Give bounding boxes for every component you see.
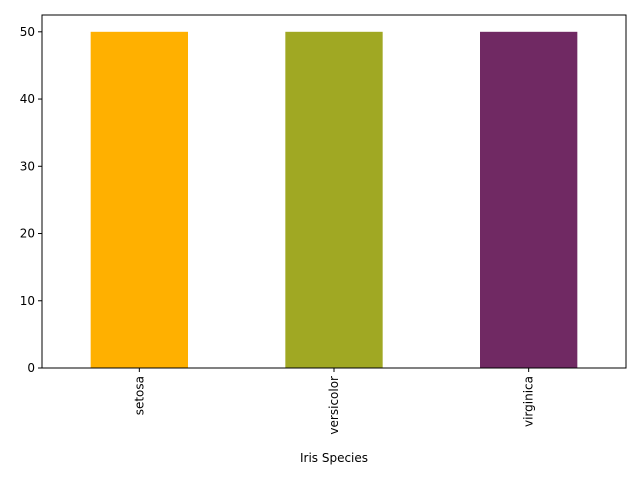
y-tick-label-10: 10 <box>20 294 35 308</box>
bar-versicolor <box>285 31 383 369</box>
bar-setosa <box>90 31 188 369</box>
y-tick-label-40: 40 <box>20 92 35 106</box>
y-tick-label-0: 0 <box>27 361 35 375</box>
y-tick-label-50: 50 <box>20 25 35 39</box>
plot-frame <box>41 14 627 369</box>
bar-virginica <box>480 31 578 369</box>
x-axis: setosa versicolor virginica <box>132 368 536 435</box>
bars-layer <box>90 31 578 369</box>
x-tick-label-virginica: virginica <box>522 376 536 427</box>
y-axis: 0 10 20 30 40 50 <box>20 25 42 375</box>
x-axis-label: Iris Species <box>300 451 368 465</box>
x-tick-label-versicolor: versicolor <box>327 376 341 435</box>
y-tick-label-20: 20 <box>20 227 35 241</box>
y-tick-label-30: 30 <box>20 159 35 173</box>
x-tick-label-setosa: setosa <box>132 376 146 415</box>
